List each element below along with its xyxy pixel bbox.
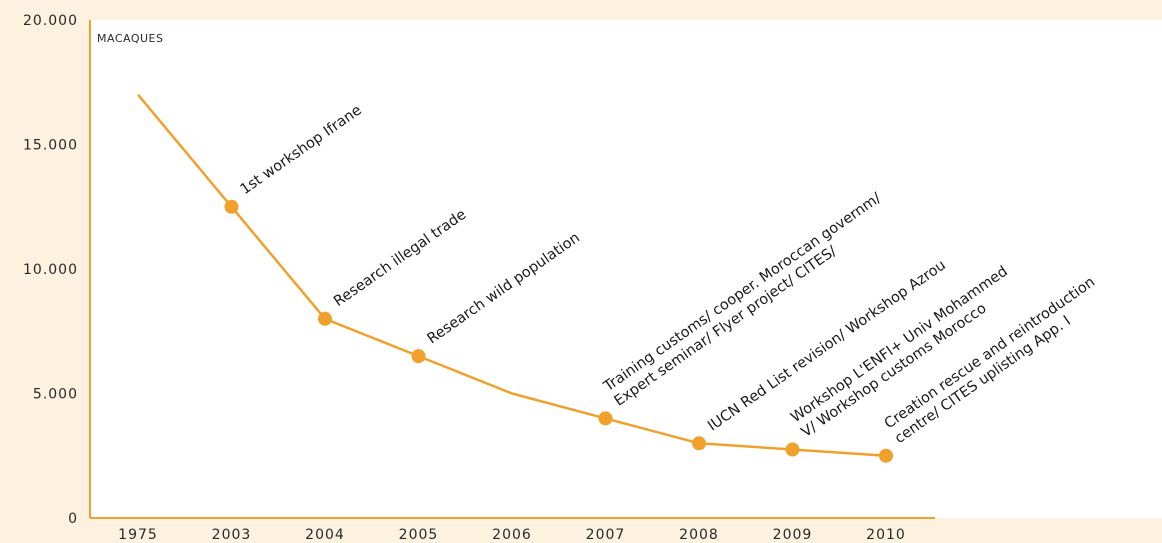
y-tick-label: 0 bbox=[68, 511, 78, 527]
data-point-marker bbox=[879, 448, 893, 463]
x-tick-label: 2007 bbox=[586, 527, 626, 543]
x-tick-label: 2005 bbox=[399, 527, 439, 543]
series-line bbox=[137, 93, 887, 458]
y-tick-labels: 0 5.000 10.000 15.000 20.000 bbox=[23, 13, 78, 527]
x-tick-label: 2010 bbox=[866, 527, 906, 543]
y-tick-label: 20.000 bbox=[23, 13, 78, 29]
x-tick-label: 2006 bbox=[492, 527, 532, 543]
data-point-marker bbox=[785, 442, 800, 457]
x-tick-label: 2009 bbox=[773, 527, 813, 543]
plot-area bbox=[90, 20, 1162, 518]
data-point-marker bbox=[598, 411, 613, 426]
data-point-marker bbox=[411, 349, 426, 364]
y-tick-label: 15.000 bbox=[23, 138, 78, 154]
y-axis-label: MACAQUES bbox=[97, 32, 163, 45]
series-layer bbox=[137, 93, 893, 463]
y-tick-label: 10.000 bbox=[23, 262, 78, 278]
data-point-marker bbox=[692, 436, 706, 451]
x-tick-label: 2003 bbox=[212, 527, 252, 543]
data-point-marker bbox=[318, 311, 332, 326]
x-tick-label: 2004 bbox=[305, 527, 345, 543]
x-tick-label: 2008 bbox=[679, 527, 719, 543]
x-tick-label: 1975 bbox=[118, 527, 158, 543]
x-tick-labels: 1975 2003 2004 2005 2006 2007 2008 2009 2010 bbox=[118, 527, 906, 543]
data-point-marker bbox=[224, 199, 239, 214]
y-tick-label: 5.000 bbox=[33, 387, 78, 403]
axes bbox=[89, 20, 935, 519]
